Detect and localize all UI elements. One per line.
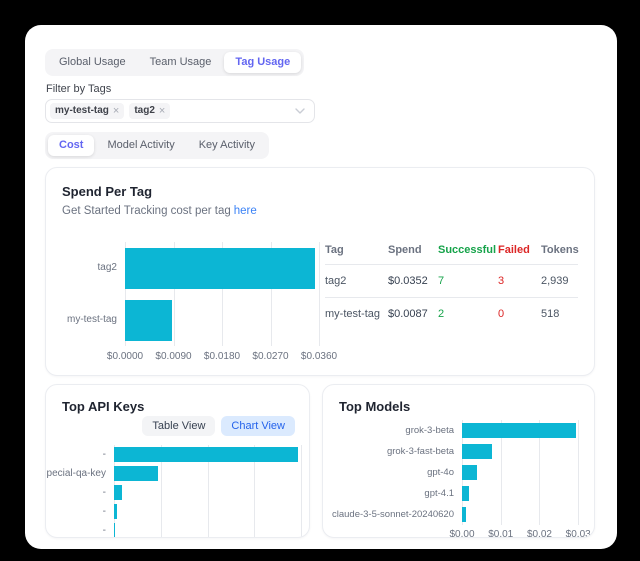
bar: [462, 423, 577, 438]
tab-team-usage[interactable]: Team Usage: [149, 56, 212, 68]
gridline: [301, 445, 302, 537]
bar: [125, 299, 172, 341]
gridline: [254, 445, 256, 537]
col-failed: Failed: [498, 244, 530, 256]
bar: [114, 447, 298, 462]
gridline: [173, 242, 175, 346]
category-label: my-test-tag: [66, 314, 117, 325]
category-label: pecial-qa-key: [46, 468, 106, 479]
x-axis-tick-label: $0.0270: [252, 351, 289, 362]
chart-plot-area: [462, 420, 584, 525]
category-label: -: [102, 487, 106, 498]
usage-dashboard-panel: Global Usage Team Usage Tag Usage Filter…: [25, 25, 617, 549]
remove-tag-icon[interactable]: ×: [112, 105, 120, 117]
category-label: gpt-4o: [427, 467, 454, 478]
cell-tokens: 518: [541, 308, 560, 320]
bar: [125, 247, 315, 289]
gridline: [539, 420, 541, 525]
x-axis-tick-label: $0.00: [449, 529, 475, 538]
cost-activity-tabbar: Cost Model Activity Key Activity: [45, 132, 269, 159]
cell-tag: my-test-tag: [325, 308, 381, 320]
x-axis-tick-label: $0.01: [488, 529, 514, 538]
top-api-keys-chart: - pecial-qa-key - - -: [47, 445, 302, 537]
category-label: -: [102, 506, 106, 517]
tab-tag-usage[interactable]: Tag Usage: [224, 52, 302, 73]
gridline: [125, 242, 126, 346]
cell-failed: 0: [498, 308, 505, 320]
cell-spend: $0.0352: [388, 275, 428, 287]
bar: [462, 507, 466, 522]
bar: [462, 444, 493, 459]
usage-tabbar: Global Usage Team Usage Tag Usage: [45, 49, 305, 76]
category-label: gpt-4.1: [424, 488, 454, 499]
category-label: tag2: [97, 262, 117, 273]
spend-per-tag-title: Spend Per Tag: [62, 184, 153, 199]
filter-by-tags-label: Filter by Tags: [46, 83, 112, 95]
category-label: grok-3-beta: [405, 425, 454, 436]
col-spend: Spend: [388, 244, 422, 256]
top-api-keys-card: Top API Keys Table View Chart View - peci…: [45, 384, 310, 538]
bar: [114, 466, 159, 481]
category-label: -: [102, 449, 106, 460]
chart-plot-area: [114, 445, 302, 537]
spend-per-tag-card: Spend Per Tag Get Started Tracking cost …: [45, 167, 595, 376]
table-view-button[interactable]: Table View: [142, 416, 216, 436]
cell-successful: 7: [438, 275, 445, 287]
x-axis-tick-label: $0.0360: [300, 351, 338, 362]
cell-tokens: 2,939: [541, 275, 569, 287]
bar: [114, 504, 118, 519]
gridline: [319, 242, 320, 346]
category-label: claude-3-5-sonnet-20240620: [331, 509, 454, 520]
chevron-down-icon[interactable]: [295, 108, 305, 114]
remove-tag-icon[interactable]: ×: [158, 105, 166, 117]
gridline: [500, 420, 502, 525]
spend-per-tag-chart: tag2 my-test-tag $0.0000 $0.0090 $0.0180 $0.0…: [62, 242, 337, 366]
gridline: [207, 445, 209, 537]
tab-cost[interactable]: Cost: [48, 135, 95, 156]
chart-view-button[interactable]: Chart View: [221, 416, 295, 436]
tag-chip-tag2: tag2 ×: [129, 103, 171, 119]
x-axis-tick-label: $0.03: [565, 529, 591, 538]
table-row: my-test-tag $0.0087 2 0 518: [325, 298, 578, 330]
category-label: grok-3-fast-beta: [386, 446, 454, 457]
chart-plot-area: [125, 242, 320, 346]
x-axis-tick-label: $0.02: [526, 529, 552, 538]
tab-model-activity[interactable]: Model Activity: [107, 139, 175, 151]
spend-per-tag-table: Tag Spend Successful Failed Tokens tag2 …: [325, 242, 579, 366]
top-models-chart: grok-3-beta grok-3-fast-beta gpt-4o gpt-4.1…: [332, 420, 591, 538]
tag-chip-my-test-tag: my-test-tag ×: [50, 103, 125, 119]
top-models-card: Top Models grok-3-beta grok-3-fast-beta gp…: [322, 384, 595, 538]
subtitle-text: Get Started Tracking cost per tag: [62, 205, 231, 217]
x-axis-tick-label: $0.0000: [106, 351, 144, 362]
x-axis-tick-label: $0.0180: [203, 351, 241, 362]
table-row: tag2 $0.0352 7 3 2,939: [325, 265, 578, 298]
cell-spend: $0.0087: [388, 308, 428, 320]
cell-failed: 3: [498, 275, 505, 287]
gridline: [222, 242, 223, 346]
gridline: [160, 445, 162, 537]
bar: [462, 486, 469, 501]
spend-per-tag-subtitle: Get Started Tracking cost per tag here: [62, 205, 578, 218]
bar: [114, 523, 115, 537]
tag-chip-label: my-test-tag: [55, 105, 109, 116]
col-tag: Tag: [325, 244, 344, 256]
gridline: [270, 242, 272, 346]
tag-filter-select[interactable]: my-test-tag × tag2 ×: [45, 99, 315, 123]
here-link[interactable]: here: [233, 205, 257, 217]
top-models-title: Top Models: [339, 399, 411, 414]
bar: [462, 465, 478, 480]
tag-chip-label: tag2: [134, 105, 155, 116]
bar: [114, 485, 123, 500]
cell-tag: tag2: [325, 275, 347, 287]
col-tokens: Tokens: [541, 244, 579, 256]
tab-key-activity[interactable]: Key Activity: [198, 139, 255, 151]
col-successful: Successful: [438, 244, 497, 256]
cell-successful: 2: [438, 308, 445, 320]
gridline: [578, 420, 580, 525]
tab-global-usage[interactable]: Global Usage: [59, 56, 126, 68]
top-api-keys-title: Top API Keys: [62, 399, 145, 414]
table-header-row: Tag Spend Successful Failed Tokens: [325, 242, 579, 265]
x-axis-tick-label: $0.0090: [155, 351, 192, 362]
category-label: -: [102, 525, 106, 536]
